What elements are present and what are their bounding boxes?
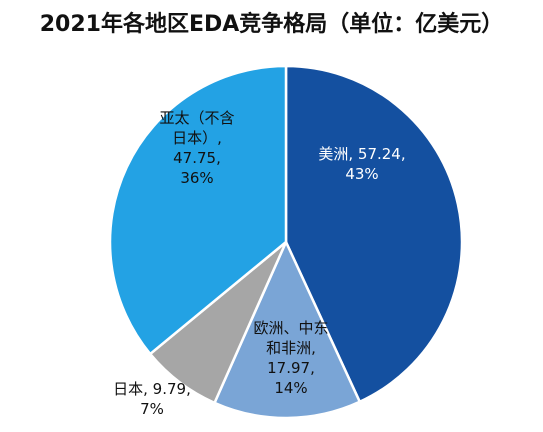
pie-slice-3 <box>108 64 288 356</box>
slice-label-line: 14% <box>274 379 307 397</box>
slice-label-1: 欧洲、中东和非洲, 17.97, 14% <box>253 319 328 397</box>
slice-label-line: 17.97, <box>267 359 315 377</box>
slice-label-0: 美洲, 57.24, 43% <box>318 145 405 183</box>
slice-label-line: 47.75, <box>173 149 221 167</box>
slice-label-line: 7% <box>140 400 164 418</box>
slice-label-2: 日本, 9.79, 7% <box>113 380 191 418</box>
chart-title: 2021年各地区EDA竞争格局（单位：亿美元） <box>39 12 504 37</box>
slice-label-line: 欧洲、中东 <box>253 319 328 337</box>
slice-label-line: 36% <box>180 169 213 187</box>
slice-label-line: 日本）, <box>172 129 222 147</box>
slice-label-line: 43% <box>345 165 378 183</box>
slice-label-line: 和非洲, <box>266 339 316 357</box>
slice-label-line: 亚太（不含 <box>159 109 234 127</box>
slice-label-line: 美洲, 57.24, <box>318 145 405 163</box>
pie-slices <box>108 64 464 420</box>
slice-label-3: 亚太（不含日本）, 47.75, 36% <box>159 109 234 187</box>
pie-labels: 美洲, 57.24, 43% 欧洲、中东和非洲, 17.97, 14% 日本, 9.79,… <box>113 109 405 418</box>
pie-slice-0 <box>284 64 464 404</box>
slice-label-line: 日本, 9.79, <box>113 380 191 398</box>
pie-slice-1 <box>212 238 362 420</box>
